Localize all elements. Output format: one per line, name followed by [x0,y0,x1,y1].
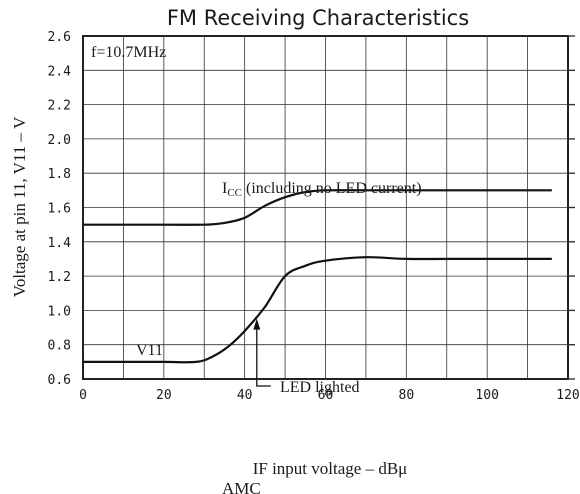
series-lines [83,189,552,364]
x-tick-label: 100 [475,388,498,403]
y-tick-label: 1.8 [48,167,71,182]
y-tick-label: 0.8 [48,339,71,354]
x-tick-label: 60 [318,388,334,403]
y-tick-label: 2.4 [48,64,72,79]
footer-text: AMC [222,479,261,494]
x-axis-label: IF input voltage – dBμ [253,459,408,478]
v11-series-label: V11 [136,342,163,359]
led-lighted-marker: LED lighted [253,318,360,396]
y-tick-label: 2.0 [48,133,71,148]
y-tick-label: 1.6 [48,202,71,217]
y-tick-labels: 0.6 0.8 1.0 1.2 1.4 1.6 1.8 2.0 2.2 2.4 2.6 [48,30,72,388]
x-tick-label: 40 [237,388,253,403]
y-tick-label: 2.2 [48,99,71,114]
x-tick-labels: 0 20 40 60 80 100 120 [79,388,580,403]
y-tick-label: 1.2 [48,270,71,285]
led-arrow-head [253,318,261,330]
y-tick-label: 1.0 [48,304,71,319]
led-lighted-label: LED lighted [280,379,360,396]
y-tick-label: 0.6 [48,373,71,388]
grid [83,36,568,379]
y-tick-label: 1.4 [48,236,72,251]
x-tick-label: 120 [556,388,579,403]
icc-series-line [83,189,552,226]
led-leader-line [256,326,271,387]
y-axis-label: Voltage at pin 11, V11 – V [10,116,29,297]
icc-series-label: ICC (including no LED current) [222,180,422,199]
icc-label-main: I [222,180,227,197]
icc-label-rest: (including no LED current) [242,180,422,197]
chart-title: FM Receiving Characteristics [167,6,469,30]
right-edge-marks [568,35,575,380]
v11-series-line [83,256,552,364]
condition-label: f=10.7MHz [91,44,166,61]
x-tick-label: 0 [79,388,87,403]
icc-label-sub: CC [227,187,242,199]
x-tick-label: 20 [156,388,172,403]
y-tick-label: 2.6 [48,30,71,45]
x-tick-label: 80 [399,388,415,403]
